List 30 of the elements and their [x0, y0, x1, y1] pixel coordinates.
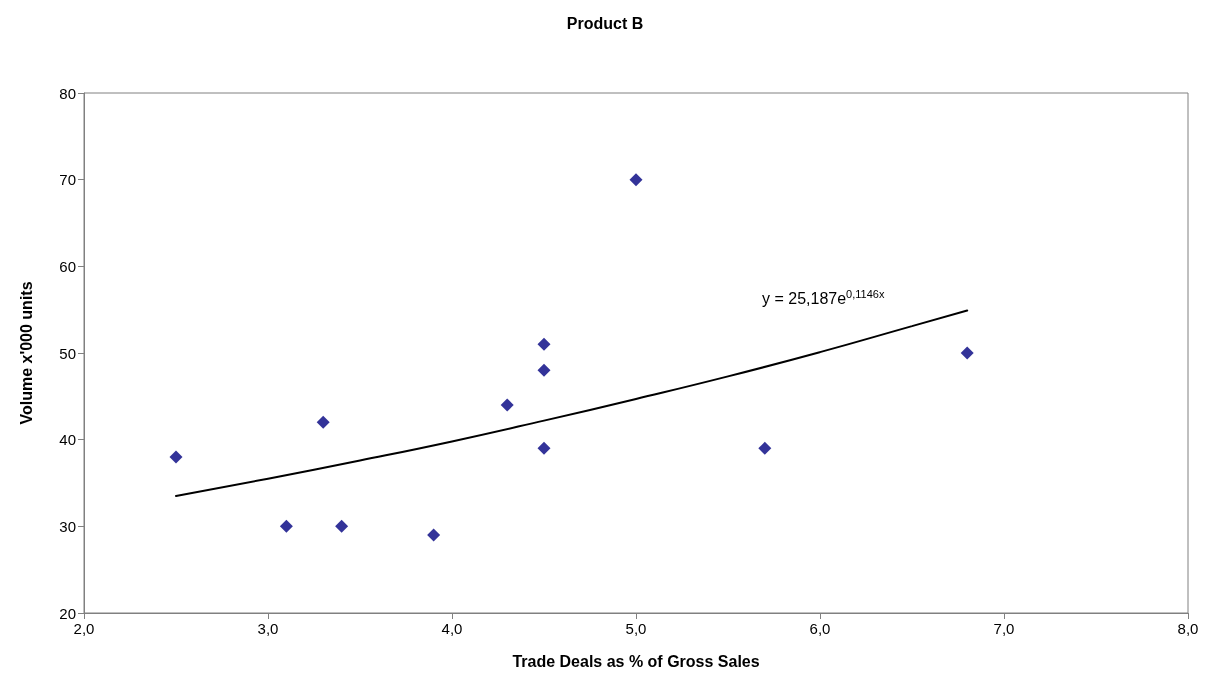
point [500, 398, 514, 412]
point [279, 519, 293, 533]
x-tick-label: 8,0 [1177, 620, 1199, 637]
y-tick-label: 70 [59, 171, 76, 189]
line-series [175, 309, 969, 497]
point [169, 450, 183, 464]
point [960, 346, 974, 360]
x-tick-label: 5,0 [625, 620, 647, 637]
point [537, 337, 551, 351]
point [427, 528, 441, 542]
x-tick-label: 2,0 [73, 620, 95, 637]
x-tick-label: 4,0 [441, 620, 463, 637]
y-tick-label: 60 [59, 257, 76, 275]
y-tick-label: 40 [59, 431, 76, 449]
point [758, 441, 772, 455]
point [537, 441, 551, 455]
y-tick-label: 30 [59, 517, 76, 535]
point [629, 173, 643, 187]
chart-title: Product B [566, 14, 644, 32]
y-axis-title: Volume x'000 units [17, 281, 35, 425]
x-tick-label: 3,0 [257, 620, 279, 637]
x-axis-title: Trade Deals as % of Gross Sales [512, 652, 760, 670]
x-tick-label: 6,0 [809, 620, 831, 637]
point [316, 415, 330, 429]
y-tick-label: 50 [59, 344, 76, 362]
point [335, 519, 349, 533]
x-tick-label: 7,0 [993, 620, 1015, 637]
y-tick-label: 20 [59, 604, 76, 622]
y-tick-label: 80 [59, 84, 76, 102]
point [537, 363, 551, 377]
